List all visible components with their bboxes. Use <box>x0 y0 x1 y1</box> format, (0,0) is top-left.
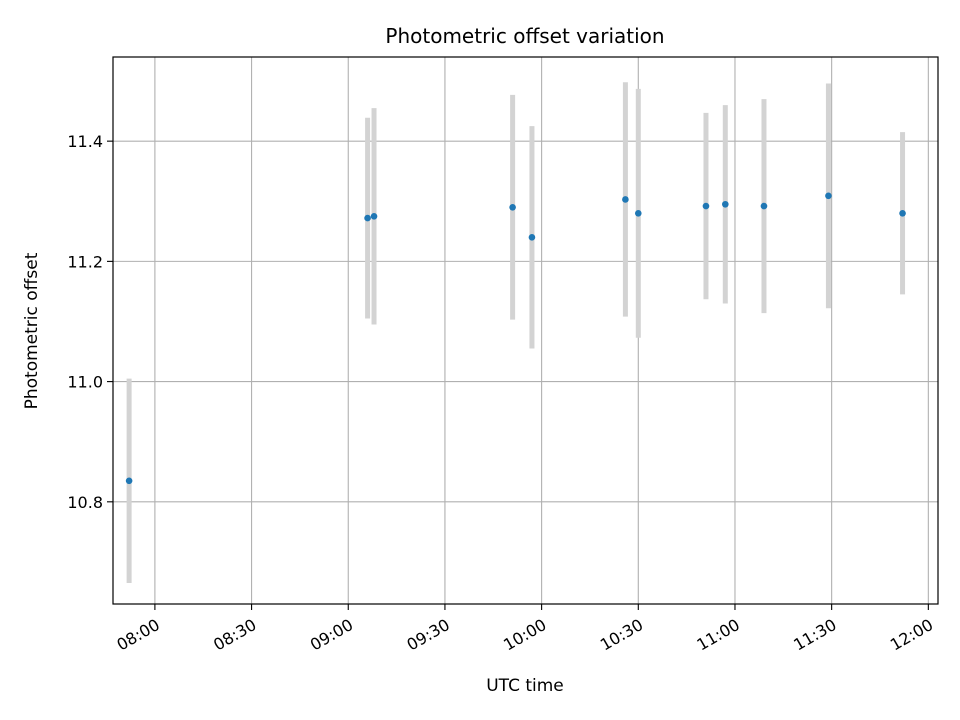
data-point <box>622 196 629 203</box>
data-points <box>125 192 906 485</box>
data-point <box>634 209 642 217</box>
data-point <box>370 212 378 220</box>
x-axis-label: UTC time <box>486 676 564 696</box>
y-tick-label: 11.0 <box>67 373 103 392</box>
data-point <box>825 192 832 200</box>
y-tick-label: 10.8 <box>67 493 103 512</box>
data-point <box>509 203 516 211</box>
y-axis-label: Photometric offset <box>22 252 42 409</box>
data-point <box>702 202 710 210</box>
y-tick-label: 11.2 <box>67 252 103 271</box>
plot-area-frame <box>112 56 939 605</box>
chart-title: Photometric offset variation <box>385 24 664 48</box>
y-axis-ticks: 10.8 11.0 11.2 11.4 <box>67 132 113 512</box>
data-point <box>899 209 906 217</box>
y-tick-label: 11.4 <box>67 132 103 151</box>
data-point <box>125 477 133 485</box>
data-point <box>760 202 768 210</box>
data-point <box>528 234 536 241</box>
data-point <box>722 200 729 208</box>
data-point <box>364 214 371 222</box>
